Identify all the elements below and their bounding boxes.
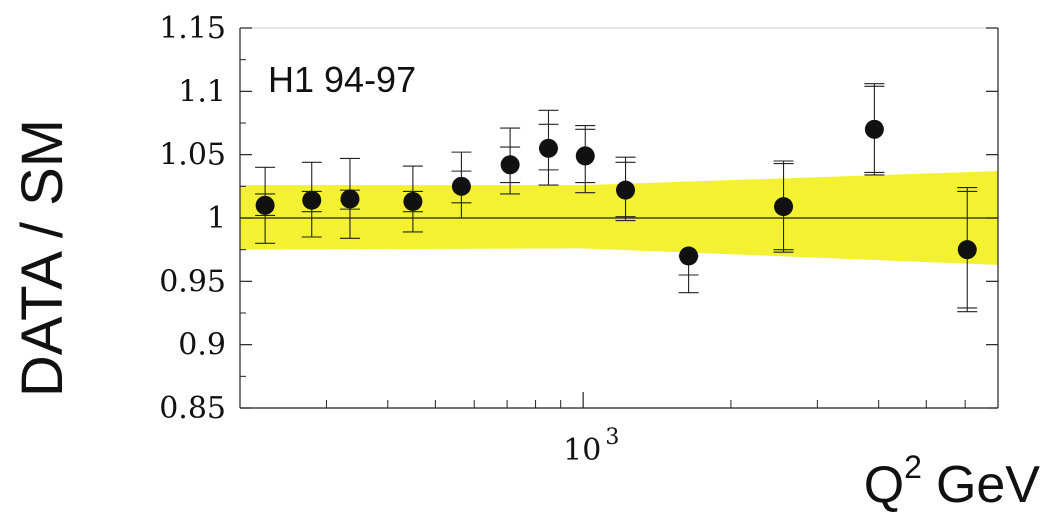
data-points-layer bbox=[255, 83, 978, 313]
data-point bbox=[339, 157, 360, 239]
data-marker bbox=[616, 180, 636, 200]
data-marker bbox=[679, 246, 699, 266]
data-point bbox=[500, 127, 521, 195]
data-point bbox=[864, 83, 885, 176]
y-axis: 0.85 0.9 0.95 1 1.05 1.1 1.15 bbox=[159, 11, 998, 426]
data-marker bbox=[957, 240, 977, 260]
data-marker bbox=[255, 195, 275, 215]
data-point bbox=[678, 246, 699, 294]
y-tick-label: 1 bbox=[207, 201, 226, 236]
data-marker bbox=[538, 138, 558, 158]
data-marker bbox=[864, 119, 884, 139]
data-point bbox=[957, 187, 978, 313]
data-point bbox=[301, 161, 322, 238]
x-tick-label: 10 3 bbox=[563, 425, 619, 468]
data-point bbox=[773, 160, 794, 253]
y-tick-label: 0.85 bbox=[159, 391, 226, 426]
data-point bbox=[538, 109, 559, 186]
x-axis-title-unit: GeV bbox=[936, 456, 1040, 514]
data-marker bbox=[575, 146, 595, 166]
data-marker bbox=[302, 190, 322, 210]
x-tick-label-base: 10 bbox=[563, 433, 601, 468]
data-marker bbox=[340, 189, 360, 209]
data-point bbox=[575, 124, 596, 194]
data-point bbox=[615, 156, 636, 222]
annotation-label: H1 94-97 bbox=[268, 59, 416, 100]
y-axis-title: DATA / SM bbox=[10, 119, 75, 397]
data-point bbox=[451, 151, 472, 219]
x-axis-title-sup: 2 bbox=[904, 449, 922, 485]
data-marker bbox=[774, 197, 794, 217]
y-tick-label: 0.9 bbox=[178, 328, 226, 363]
x-axis-title: Q2 GeV bbox=[864, 449, 1041, 514]
data-point bbox=[402, 165, 423, 233]
data-marker bbox=[451, 176, 471, 196]
y-tick-label: 0.95 bbox=[159, 264, 226, 299]
data-marker bbox=[403, 192, 423, 212]
data-marker bbox=[500, 155, 520, 175]
x-tick-label-exponent: 3 bbox=[605, 425, 619, 450]
y-tick-label: 1.05 bbox=[159, 138, 226, 173]
x-axis-title-main: Q bbox=[864, 456, 904, 514]
y-tick-label: 1.15 bbox=[159, 11, 226, 46]
data-point bbox=[255, 166, 276, 244]
y-tick-label: 1.1 bbox=[178, 74, 226, 109]
x-axis: 10 3 bbox=[325, 392, 966, 468]
